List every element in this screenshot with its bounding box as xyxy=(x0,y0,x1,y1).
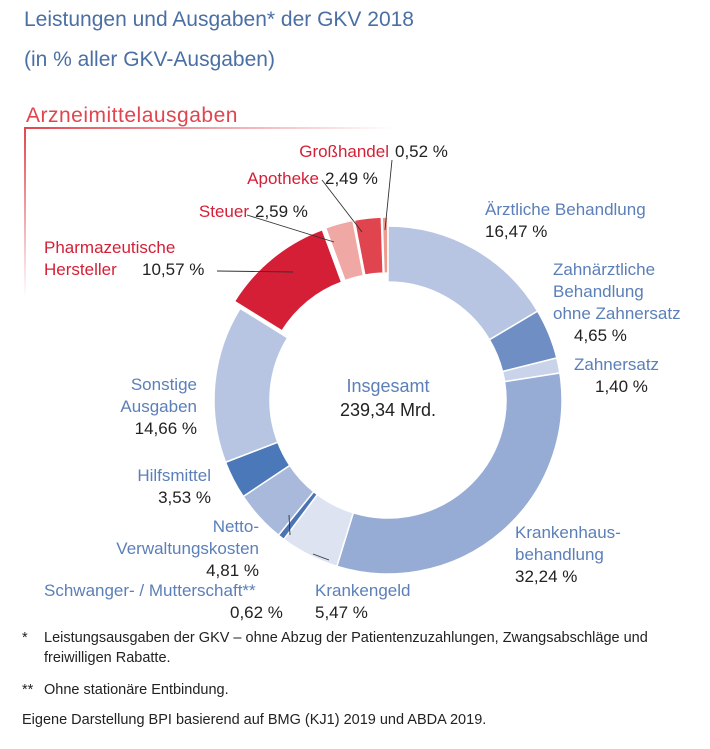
callout-name-pharmazeutische-hersteller: Hersteller xyxy=(44,260,117,279)
group-bracket-horizontal xyxy=(24,127,394,129)
callout-name-pharmazeutische-hersteller: Pharmazeutische xyxy=(44,238,175,257)
callout-name-netto-verwaltungskosten: Netto- xyxy=(213,517,259,536)
chart-title: Leistungen und Ausgaben* der GKV 2018 xyxy=(24,8,414,31)
slice-steuer xyxy=(324,219,365,282)
slice-pharmazeutische-hersteller xyxy=(233,228,343,332)
leader-steuer xyxy=(246,214,335,243)
donut-chart: Insgesamt 239,34 Mrd. Ärztliche Behandlung… xyxy=(44,142,681,622)
footnote-2-mark: ** xyxy=(22,682,34,698)
callout-name-zahnarztliche-behandlung-ohne-zahnersatz: ohne Zahnersatz xyxy=(553,304,681,323)
group-bracket-vertical xyxy=(24,127,26,297)
footnote-2: ** Ohne stationäre Entbindung. xyxy=(22,680,229,700)
callout-value-grosshandel: 0,52 % xyxy=(395,142,448,161)
callout-name-krankenhausbehandlung: Krankenhaus- xyxy=(515,523,621,542)
center-label: Insgesamt xyxy=(346,376,429,396)
callout-name-apotheke: Apotheke xyxy=(247,169,319,188)
callout-name-zahnarztliche-behandlung-ohne-zahnersatz: Behandlung xyxy=(553,282,644,301)
callout-name-sonstige-ausgaben: Ausgaben xyxy=(120,397,197,416)
callout-value-apotheke: 2,49 % xyxy=(325,169,378,188)
callout-name-zahnersatz: Zahnersatz xyxy=(574,355,659,374)
callout-value-sonstige-ausgaben: 14,66 % xyxy=(135,419,197,438)
leader-schwanger xyxy=(288,514,291,536)
slice-arztliche-behandlung xyxy=(387,225,539,341)
footnote-1: * Leistungsausgaben der GKV – ohne Abzug… xyxy=(22,628,710,668)
footnote-1-mark: * xyxy=(22,630,28,646)
callout-name-krankengeld: Krankengeld xyxy=(315,581,410,600)
callout-value-zahnersatz: 1,40 % xyxy=(595,377,648,396)
source-note: Eigene Darstellung BPI basierend auf BMG… xyxy=(22,712,487,728)
footnote-2-text: Ohne stationäre Entbindung. xyxy=(44,682,229,698)
group-label-arzneimittel: Arzneimittelausgaben xyxy=(26,104,238,127)
callout-name-grosshandel: Großhandel xyxy=(299,142,389,161)
callout-value-arztliche-behandlung: 16,47 % xyxy=(485,222,547,241)
slice-krankenhausbehandlung xyxy=(335,372,563,575)
callout-value-steuer: 2,59 % xyxy=(255,202,308,221)
slice-grosshandel xyxy=(381,216,389,274)
callout-name-sonstige-ausgaben: Sonstige xyxy=(131,375,197,394)
callout-name-krankenhausbehandlung: behandlung xyxy=(515,545,604,564)
callout-value-hilfsmittel: 3,53 % xyxy=(158,488,211,507)
callout-name-netto-verwaltungskosten: Verwaltungskosten xyxy=(116,539,259,558)
callout-name-zahnarztliche-behandlung-ohne-zahnersatz: Zahnärztliche xyxy=(553,260,655,279)
callout-value-schwanger-mutterschaft: 0,62 % xyxy=(230,603,283,622)
leader-apotheke xyxy=(321,179,363,233)
leader-hersteller xyxy=(216,270,294,273)
callout-value-krankengeld: 5,47 % xyxy=(315,603,368,622)
leader-krankengeld xyxy=(312,553,330,561)
callout-name-steuer: Steuer xyxy=(199,202,249,221)
center-value: 239,34 Mrd. xyxy=(340,400,436,420)
callout-name-schwanger-mutterschaft: Schwanger- / Mutterschaft** xyxy=(44,581,256,600)
callout-name-hilfsmittel: Hilfsmittel xyxy=(137,466,211,485)
callout-value-pharmazeutische-hersteller: 10,57 % xyxy=(142,260,204,279)
callout-name-arztliche-behandlung: Ärztliche Behandlung xyxy=(485,200,646,219)
callout-value-zahnarztliche-behandlung-ohne-zahnersatz: 4,65 % xyxy=(574,326,627,345)
chart-subtitle: (in % aller GKV-Ausgaben) xyxy=(24,48,275,71)
leader-grosshandel xyxy=(384,159,393,231)
callout-value-krankenhausbehandlung: 32,24 % xyxy=(515,567,577,586)
footnote-1-text: Leistungsausgaben der GKV – ohne Abzug d… xyxy=(44,630,648,666)
callout-value-netto-verwaltungskosten: 4,81 % xyxy=(206,561,259,580)
slice-sonstige-ausgaben xyxy=(213,307,289,464)
